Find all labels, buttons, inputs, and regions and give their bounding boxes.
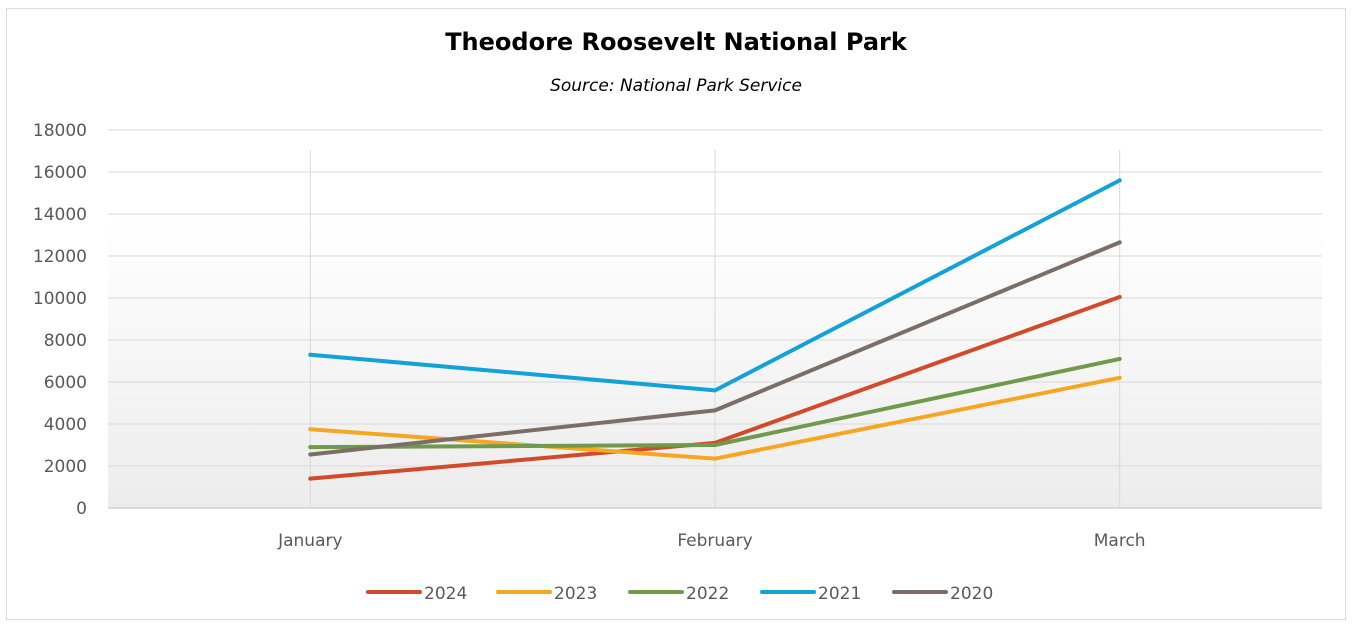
y-tick-label: 12000	[33, 247, 87, 267]
data-point-2021	[713, 388, 717, 393]
y-tick-label: 0	[76, 499, 87, 519]
data-point-2023	[713, 456, 717, 461]
data-point-2022	[1117, 356, 1122, 361]
series-lines	[308, 178, 1122, 481]
x-tick-label: March	[1094, 531, 1146, 551]
y-tick-label: 14000	[33, 205, 87, 225]
data-point-2021	[308, 352, 313, 357]
legend-label-2024: 2024	[424, 584, 467, 604]
x-tick-label: February	[677, 531, 752, 551]
legend: 2024 2023 2022 2021 2020	[366, 584, 993, 604]
y-tick-label: 16000	[33, 163, 87, 183]
legend-label-2021: 2021	[818, 584, 861, 604]
x-tick-label: January	[277, 531, 342, 551]
x-axis: January February March	[277, 531, 1145, 551]
y-tick-label: 8000	[44, 331, 87, 351]
data-point-2022	[308, 445, 313, 450]
y-tick-label: 2000	[44, 457, 87, 477]
y-tick-label: 4000	[44, 415, 87, 435]
data-point-2021	[1117, 178, 1122, 183]
y-tick-label: 10000	[33, 289, 87, 309]
chart-title: Theodore Roosevelt National Park	[445, 28, 907, 56]
y-tick-label: 18000	[33, 121, 87, 141]
chart-subtitle: Source: National Park Service	[550, 76, 802, 96]
data-point-2023	[1117, 375, 1122, 380]
y-axis: 0 2000 4000 6000 8000 10000 12000 14000 16000 180…	[33, 121, 87, 519]
data-point-2020	[713, 408, 717, 413]
data-point-2023	[308, 427, 313, 432]
data-point-2024	[1117, 294, 1122, 299]
data-point-2020	[308, 452, 313, 457]
legend-label-2022: 2022	[686, 584, 729, 604]
y-tick-label: 6000	[44, 373, 87, 393]
data-point-2024	[308, 476, 313, 481]
legend-label-2020: 2020	[950, 584, 993, 604]
legend-label-2023: 2023	[554, 584, 597, 604]
data-point-2020	[1117, 240, 1122, 245]
data-point-2022	[713, 443, 717, 447]
